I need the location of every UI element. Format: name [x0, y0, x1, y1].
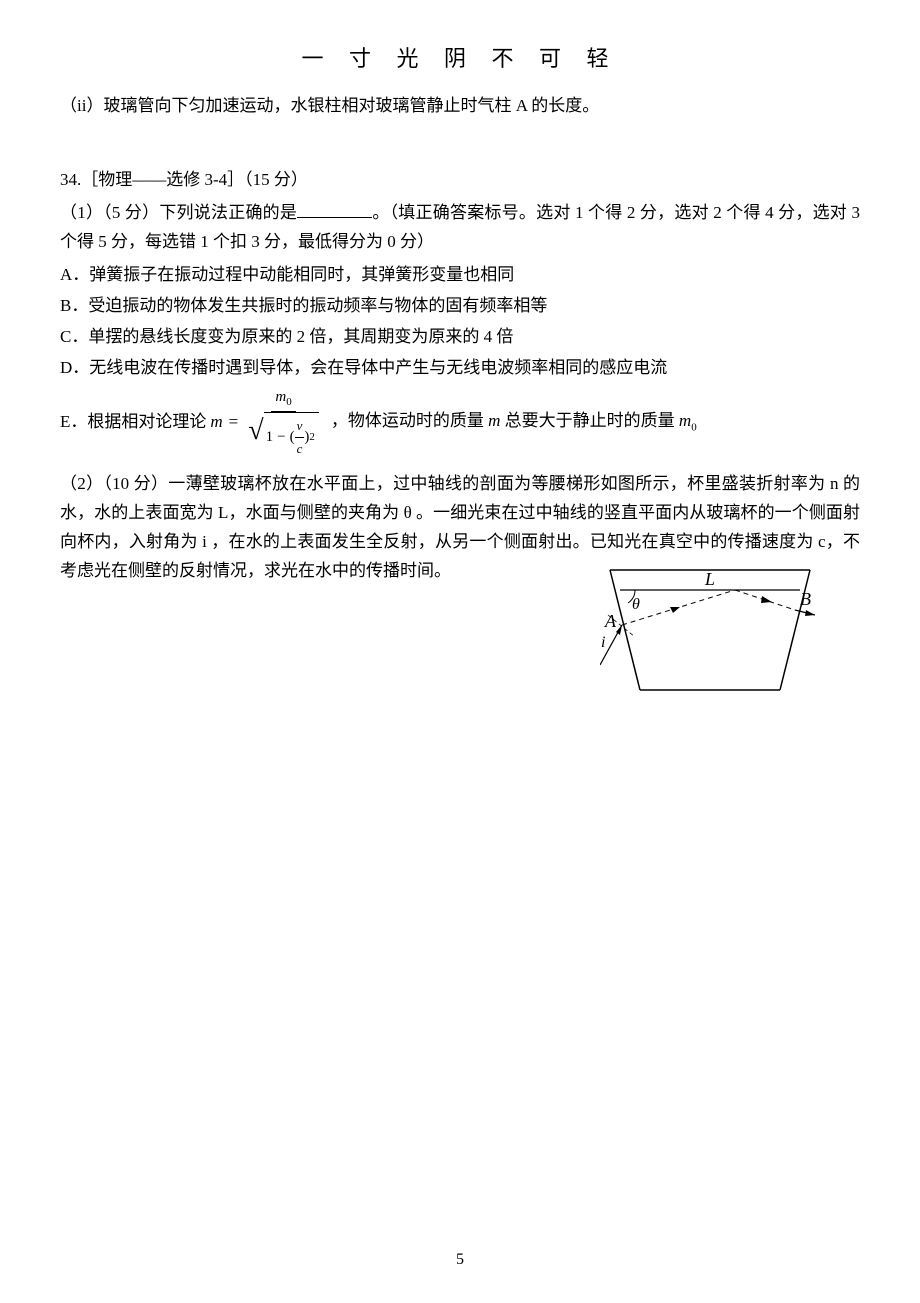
option-e-tail2-text: 总要大于静止时的质量	[500, 411, 679, 430]
option-e-tail: ，物体运动时的质量 m 总要大于静止时的质量 m0	[331, 407, 697, 437]
page-header: 一 寸 光 阴 不 可 轻	[60, 40, 860, 77]
minus: −	[277, 425, 285, 451]
cup-right-wall	[780, 570, 810, 690]
fraction: m0 √ 1 − ( v c )2	[244, 385, 323, 461]
label-B: B	[800, 589, 811, 609]
sqrt-sign: √	[248, 417, 263, 465]
fraction-den: √ 1 − ( v c )2	[244, 412, 323, 460]
glass-cup-figure: L θ A B i	[600, 555, 820, 755]
label-A: A	[604, 611, 617, 631]
option-b: B．受迫振动的物体发生共振时的振动频率与物体的固有频率相等	[60, 292, 860, 321]
eq-sign: =	[229, 408, 239, 437]
label-theta: θ	[632, 596, 640, 613]
option-e: E．根据相对论理论 m = m0 √ 1 − ( v	[60, 385, 860, 461]
option-c: C．单摆的悬线长度变为原来的 2 倍，其周期变为原来的 4 倍	[60, 323, 860, 352]
option-e-tail-text: ，物体运动时的质量	[331, 411, 488, 430]
sub-0-2: 0	[691, 422, 697, 434]
page-number: 5	[0, 1246, 920, 1273]
var-m0-2: m	[679, 411, 691, 430]
sqrt-body: 1 − ( v c )2	[264, 412, 319, 460]
q34-part1: （1）（5 分）下列说法正确的是。（填正确答案标号。选对 1 个得 2 分，选对…	[60, 199, 860, 257]
line-ii: （ii）玻璃管向下匀加速运动，水银柱相对玻璃管静止时气柱 A 的长度。	[60, 92, 860, 121]
ray1-arrowhead	[670, 607, 680, 613]
var-c: c	[297, 438, 303, 460]
sqrt: √ 1 − ( v c )2	[248, 412, 319, 460]
option-e-lead: E．根据相对论理论	[60, 408, 206, 437]
var-m0: m	[275, 389, 286, 405]
exit-arrowhead	[805, 610, 815, 616]
one: 1	[266, 425, 274, 451]
option-a: A．弹簧振子在振动过程中动能相同时，其弹簧形变量也相同	[60, 261, 860, 290]
label-L: L	[704, 569, 715, 589]
var-v: v	[295, 415, 305, 438]
label-i: i	[601, 634, 605, 651]
inner-fraction: v c	[295, 415, 305, 460]
sub-0: 0	[286, 396, 292, 408]
relativity-formula: m = m0 √ 1 − ( v c	[210, 385, 323, 461]
line-ii-text: （ii）玻璃管向下匀加速运动，水银柱相对玻璃管静止时气柱 A 的长度。	[60, 96, 599, 115]
var-m-2: m	[488, 411, 500, 430]
figure-svg: L θ A B i	[600, 555, 820, 745]
fraction-num: m0	[271, 385, 295, 413]
var-m: m	[210, 408, 222, 437]
answer-blank	[297, 201, 372, 218]
sup-2: 2	[309, 428, 315, 447]
ray2-arrowhead	[761, 596, 772, 603]
option-d: D．无线电波在传播时遇到导体，会在导体中产生与无线电波频率相同的感应电流	[60, 354, 860, 383]
q34-title: 34.［物理——选修 3-4］（15 分）	[60, 166, 860, 195]
q34-part1-lead: （1）（5 分）下列说法正确的是	[60, 203, 297, 222]
